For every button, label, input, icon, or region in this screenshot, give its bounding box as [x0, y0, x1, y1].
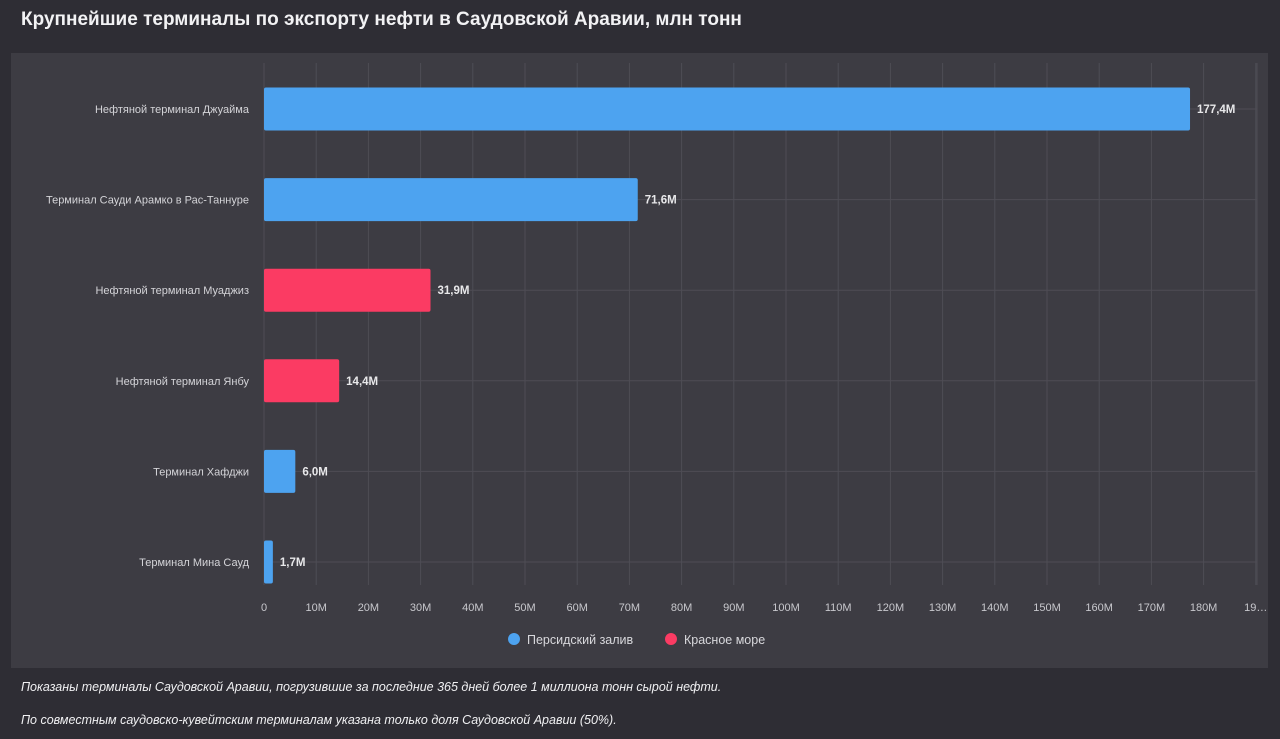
x-tick-label: 130M: [929, 602, 957, 614]
chart-panel: 177,4M 71,6M 31,9M 14,4M 6,0M 1,7M Нефтяной т…: [11, 53, 1268, 668]
x-tick-label: 30M: [410, 602, 431, 614]
category-labels: Нефтяной терминал Джуайма Терминал Сауди …: [46, 104, 250, 569]
x-tick-label: 170M: [1138, 602, 1166, 614]
x-tick-label: 19…: [1244, 602, 1267, 614]
bar[interactable]: [264, 449, 296, 493]
category-label: Нефтяной терминал Муаджиз: [95, 285, 249, 297]
bar-value-label: 6,0M: [302, 466, 328, 478]
x-tick-label: 90M: [723, 602, 744, 614]
category-label: Терминал Сауди Арамко в Рас-Таннуре: [46, 195, 249, 207]
x-tick-label: 40M: [462, 602, 483, 614]
x-tick-label: 100M: [772, 602, 800, 614]
bar[interactable]: [264, 268, 431, 312]
category-label: Нефтяной терминал Янбу: [116, 376, 250, 388]
legend[interactable]: Персидский залив Красное море: [508, 633, 765, 647]
legend-swatch: [508, 633, 520, 645]
bar-value-label: 177,4M: [1197, 104, 1235, 116]
chart-title: Крупнейшие терминалы по экспорту нефти в…: [21, 9, 742, 30]
bar[interactable]: [264, 540, 273, 584]
x-tick-label: 80M: [671, 602, 692, 614]
bar-value-label: 1,7M: [280, 557, 306, 569]
x-tick-label: 140M: [981, 602, 1009, 614]
category-label: Нефтяной терминал Джуайма: [95, 104, 250, 116]
x-tick-label: 160M: [1085, 602, 1113, 614]
x-tick-label: 180M: [1190, 602, 1218, 614]
bar-value-label: 14,4M: [346, 376, 378, 388]
bar-value-label: 71,6M: [645, 195, 677, 207]
x-tick-label: 0: [261, 602, 267, 614]
x-tick-label: 10M: [305, 602, 326, 614]
legend-label: Персидский залив: [527, 633, 634, 647]
legend-swatch: [665, 633, 677, 645]
legend-item[interactable]: Красное море: [665, 633, 765, 647]
footnote-2: По совместным саудовско-кувейтским терми…: [21, 713, 617, 727]
bar[interactable]: [264, 178, 638, 222]
x-tick-label: 60M: [566, 602, 587, 614]
legend-label: Красное море: [684, 633, 765, 647]
bar-chart: 177,4M 71,6M 31,9M 14,4M 6,0M 1,7M Нефтяной т…: [46, 63, 1267, 647]
bars: 177,4M 71,6M 31,9M 14,4M 6,0M 1,7M: [264, 87, 1235, 584]
bar-value-label: 31,9M: [438, 285, 470, 297]
x-axis-ticks: 0 10M 20M 30M 40M 50M 60M 70M 80M 90M 100M 110M 120M…: [261, 602, 1267, 614]
bar[interactable]: [264, 359, 340, 403]
category-label: Терминал Хафджи: [153, 466, 249, 478]
legend-item[interactable]: Персидский залив: [508, 633, 634, 647]
grid-lines: [263, 63, 1258, 585]
x-tick-label: 120M: [877, 602, 905, 614]
x-tick-label: 150M: [1033, 602, 1061, 614]
x-tick-label: 110M: [825, 602, 852, 614]
category-label: Терминал Мина Сауд: [139, 557, 249, 569]
x-tick-label: 70M: [619, 602, 640, 614]
x-tick-label: 50M: [514, 602, 535, 614]
x-tick-label: 20M: [358, 602, 379, 614]
footnote-1: Показаны терминалы Саудовской Аравии, по…: [21, 680, 722, 694]
bar[interactable]: [264, 87, 1191, 131]
